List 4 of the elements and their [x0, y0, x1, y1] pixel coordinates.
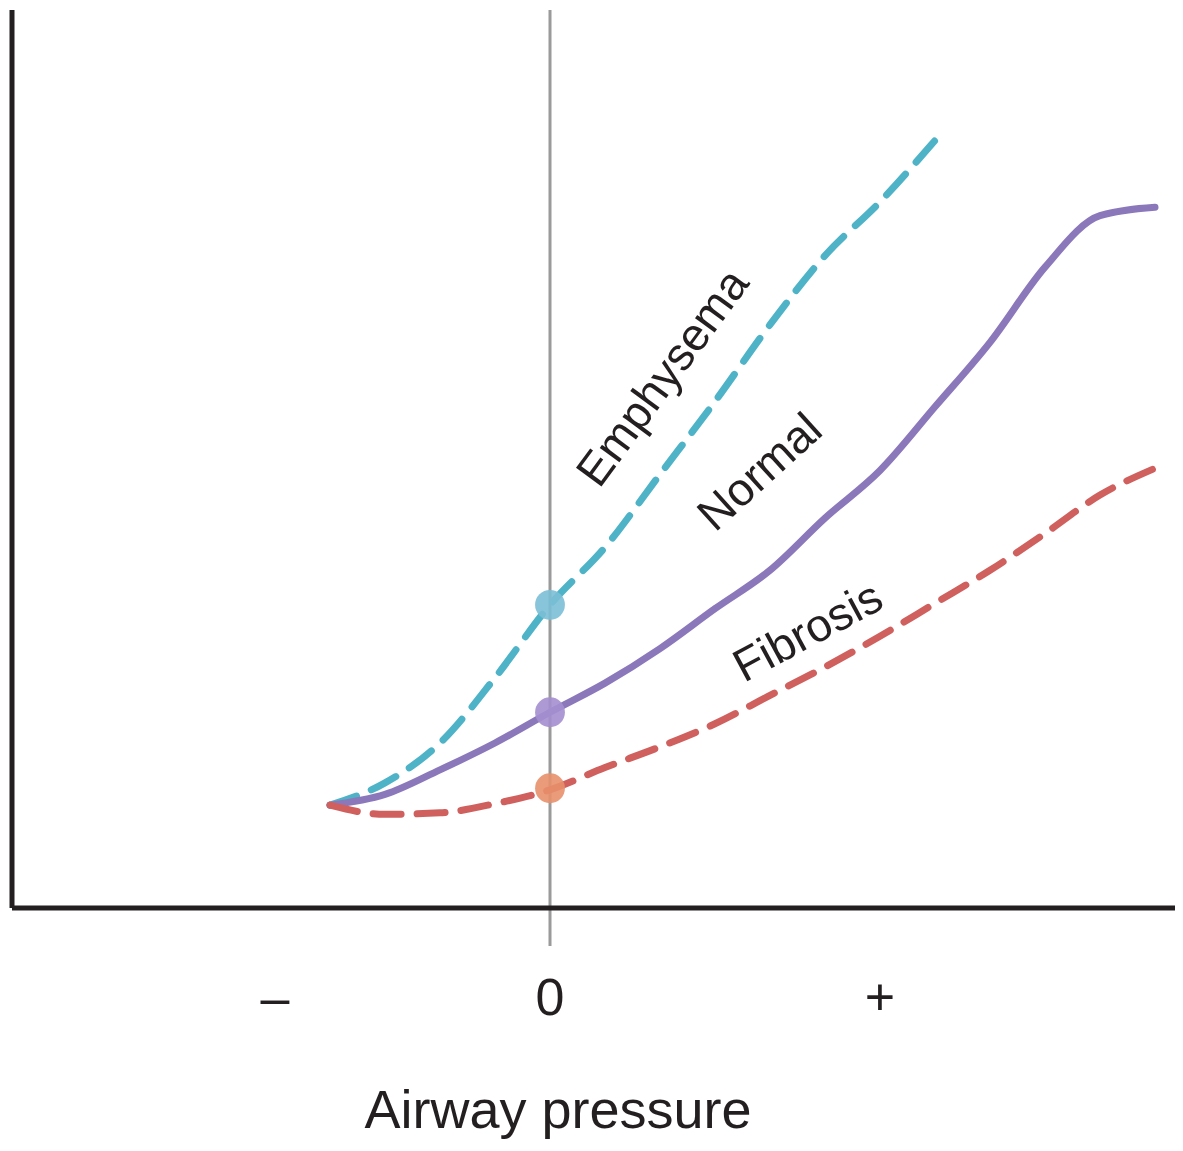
x-tick-label: 0	[535, 968, 565, 1026]
x-tick-label: –	[260, 968, 290, 1026]
x-tick-label: +	[864, 968, 896, 1026]
x-axis-title: Airway pressure	[364, 1079, 752, 1139]
